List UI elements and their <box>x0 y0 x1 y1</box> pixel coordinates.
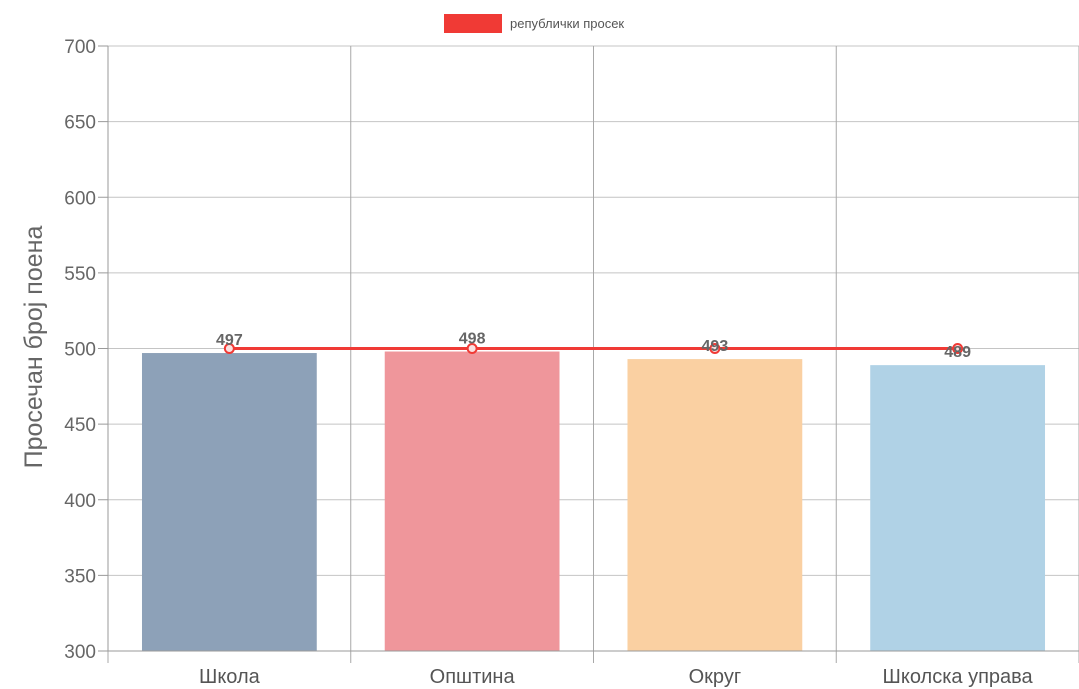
legend-swatch-republic-average[interactable] <box>444 14 502 33</box>
y-tick-label: 700 <box>64 37 96 58</box>
bars <box>141 351 1046 651</box>
y-tick-label: 350 <box>64 566 96 587</box>
y-axis-title: Просечан број поена <box>20 226 48 469</box>
x-tick-label: Округ <box>689 666 742 688</box>
reference-point <box>466 343 478 354</box>
reference-point <box>223 343 235 354</box>
axes: 300 350 400 450 500 550 600 650 700 Школа Општина О… <box>64 37 1079 688</box>
bar <box>141 353 317 651</box>
x-tick-label: Школа <box>199 666 261 688</box>
y-tick-label: 500 <box>64 340 96 361</box>
y-tick-label: 400 <box>64 491 96 512</box>
reference-point <box>709 343 721 354</box>
x-tick-label: Општина <box>430 666 516 688</box>
y-tick-label: 600 <box>64 188 96 209</box>
value-label: 489 <box>944 344 971 361</box>
y-tick-label: 300 <box>64 642 96 663</box>
bar <box>627 359 803 651</box>
value-label: 493 <box>702 338 729 355</box>
y-tick-label: 450 <box>64 415 96 436</box>
y-tick-label: 650 <box>64 113 96 134</box>
data-labels: 497 498 493 489 <box>216 331 971 362</box>
value-label: 498 <box>459 331 486 348</box>
x-tick-label: Школска управа <box>883 666 1034 688</box>
legend-label-republic-average[interactable]: републички просек <box>510 16 624 31</box>
bar <box>870 365 1046 651</box>
reference-point <box>952 343 964 354</box>
reference-line-series <box>223 343 964 354</box>
y-tick-label: 550 <box>64 264 96 285</box>
bar <box>384 351 560 651</box>
legend[interactable]: републички просек <box>444 14 624 33</box>
value-label: 497 <box>216 332 243 349</box>
